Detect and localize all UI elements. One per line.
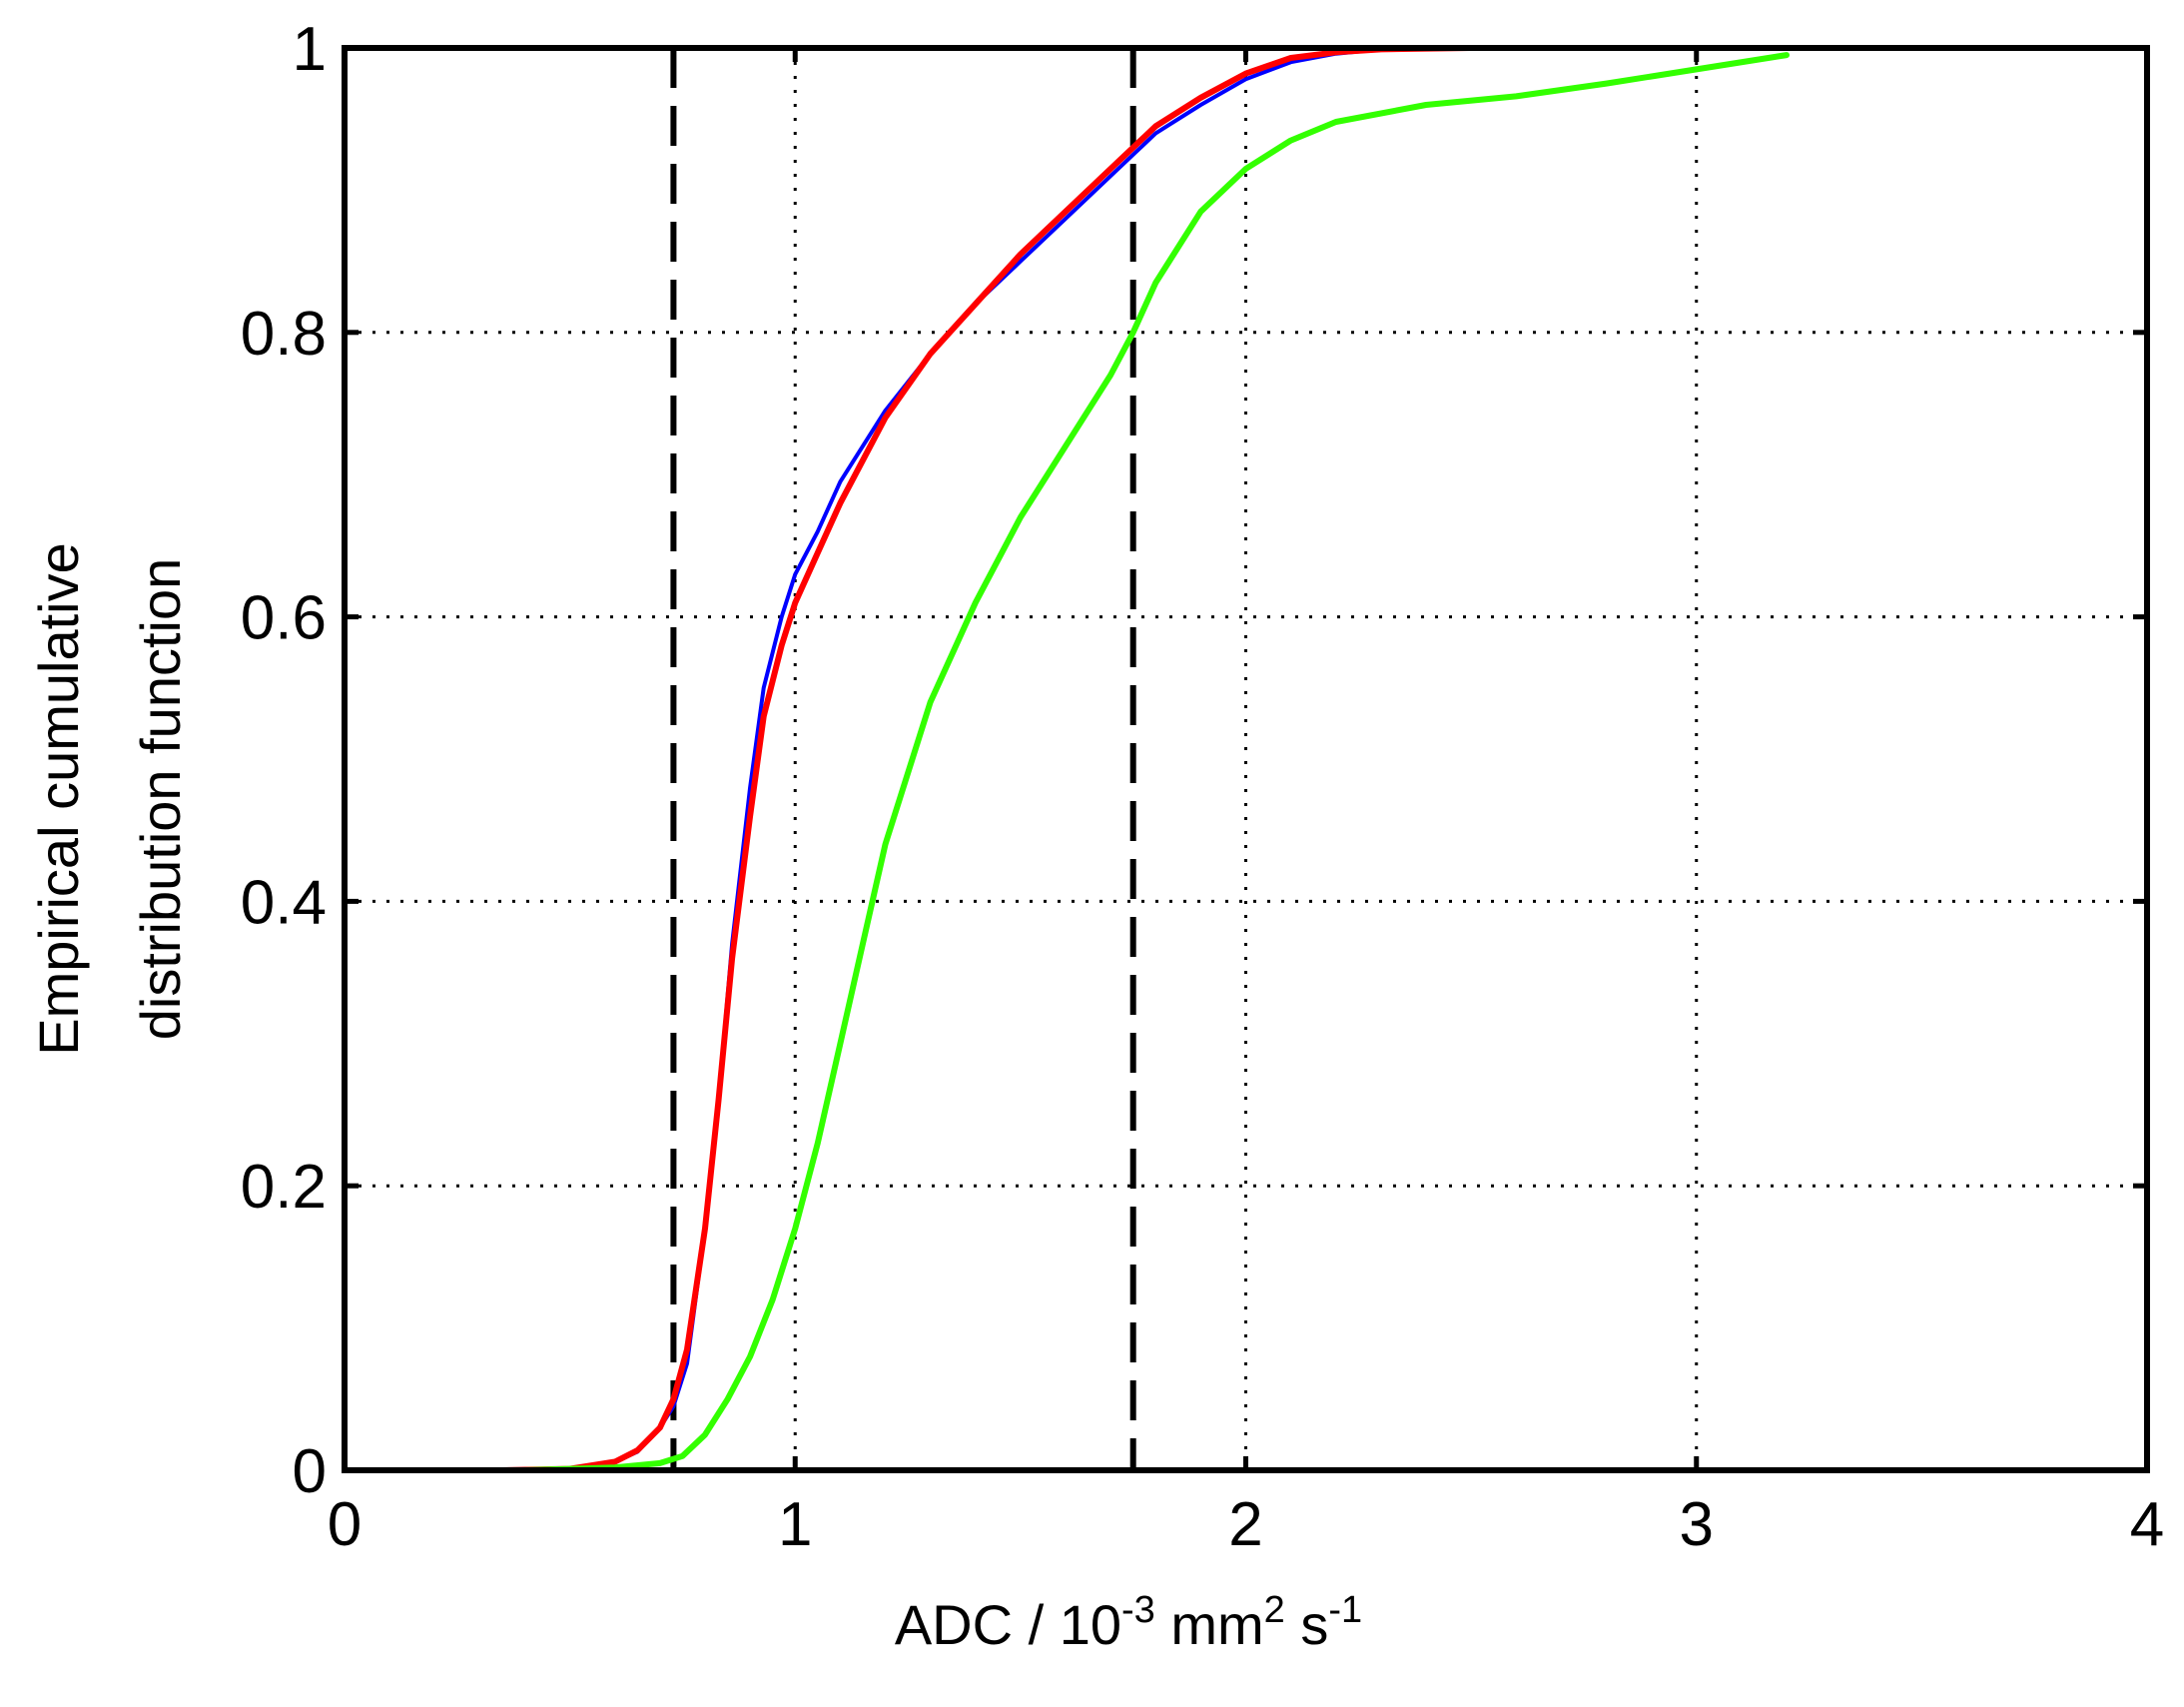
- x-tick-label-4: 4: [2130, 1490, 2164, 1559]
- y-tick-label-3: 0.6: [241, 584, 327, 653]
- plot-frame: [342, 45, 2150, 1473]
- y-tick-label-0: 0: [293, 1437, 327, 1506]
- y-tick-label-4: 0.8: [241, 300, 327, 369]
- x-tick-label-3: 3: [1680, 1490, 1714, 1559]
- y-axis-label-line-1: Empirical cumulative: [27, 542, 90, 1056]
- x-tick-label-2: 2: [1228, 1490, 1262, 1559]
- y-tick-label-1: 0.2: [241, 1153, 327, 1222]
- reference-lines: [670, 48, 1136, 1470]
- y-tick-label-5: 1: [293, 15, 327, 84]
- grid-layer: [345, 48, 2147, 1470]
- y-tick-label-2: 0.4: [241, 868, 327, 937]
- series-line-0: [499, 46, 1586, 1472]
- series-line-1: [498, 45, 1565, 1473]
- x-tick-label-0: 0: [328, 1490, 362, 1559]
- series-line-2: [521, 52, 1790, 1473]
- series-layer: [498, 45, 1790, 1473]
- tick-labels: 0 1 2 3 4 0 0.2 0.4 0.6 0.8 1: [241, 15, 2164, 1559]
- axes-layer: [342, 45, 2150, 1473]
- x-axis-label: ADC / 10-3 mm2 s-1: [895, 1589, 1362, 1656]
- y-axis-label-line-2: distribution function: [129, 558, 192, 1041]
- x-tick-label-1: 1: [778, 1490, 812, 1559]
